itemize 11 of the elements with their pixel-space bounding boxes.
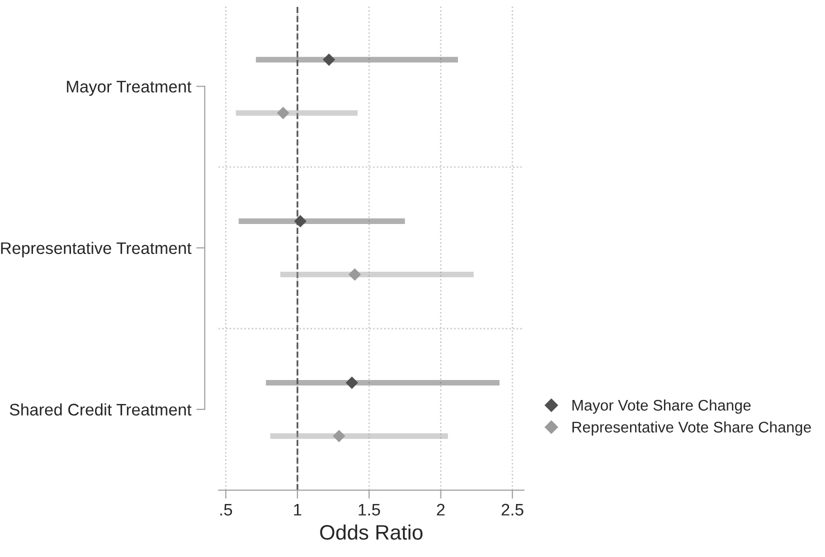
legend-label: Mayor Vote Share Change <box>572 399 751 414</box>
x-tick-label: .5 <box>220 504 232 516</box>
x-axis-title: Odds Ratio <box>320 524 422 540</box>
y-tick-label: Shared Credit Treatment <box>10 403 192 416</box>
y-tick-label: Mayor Treatment <box>66 80 192 96</box>
x-tick-label: 2.5 <box>502 504 524 516</box>
x-tick-label: 1.5 <box>358 504 380 516</box>
legend-label: Representative Vote Share Change <box>572 421 811 436</box>
x-tick-label: 2 <box>436 504 445 516</box>
x-tick-label: 1 <box>294 504 302 516</box>
y-tick-label: Representative Treatment <box>1 242 192 258</box>
